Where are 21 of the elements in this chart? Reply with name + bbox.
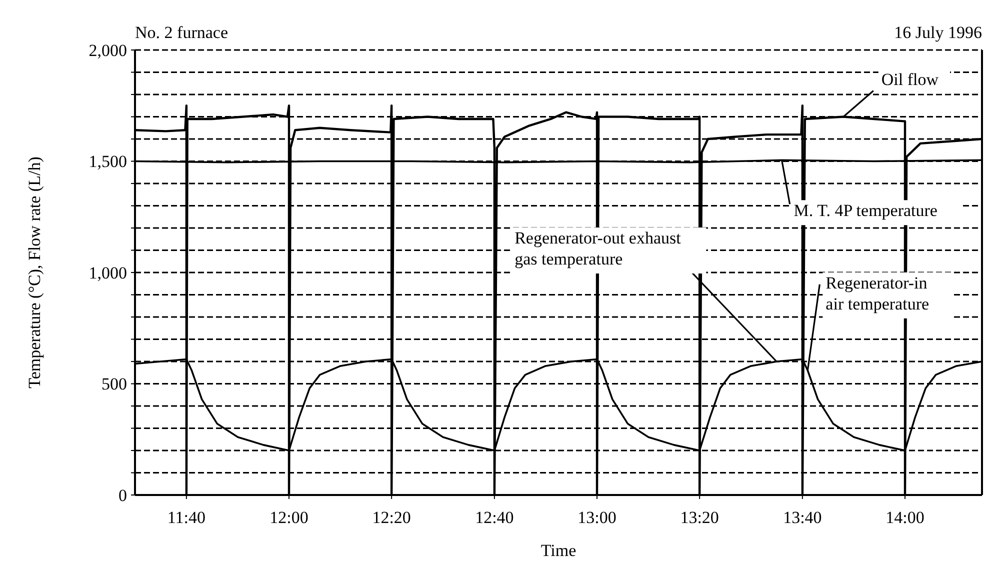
series-label: Oil flow xyxy=(881,70,940,89)
x-tick-label: 11:40 xyxy=(167,508,206,527)
x-tick-label: 12:40 xyxy=(475,508,514,527)
x-tick-label: 13:00 xyxy=(578,508,616,527)
y-tick-label: 500 xyxy=(102,374,127,394)
x-tick-label: 13:40 xyxy=(783,508,822,527)
y-tick-label: 1,500 xyxy=(88,152,127,172)
x-tick-label: 13:20 xyxy=(680,508,719,527)
x-axis-title: Time xyxy=(540,541,576,560)
x-tick-label: 12:00 xyxy=(270,508,308,527)
y-tick-label: 1,000 xyxy=(88,263,127,282)
x-tick-label: 12:20 xyxy=(372,508,411,527)
text: Regenerator-out exhaust gas temperature xyxy=(514,228,682,268)
x-tick-label: 14:00 xyxy=(886,508,924,527)
y-axis-title: Temperature (°C), Flow rate (L/h) xyxy=(25,156,44,388)
text: Regenerator-in air temperature xyxy=(826,273,930,314)
y-tick-label: 0 xyxy=(118,486,127,505)
text: M. T. 4P temperature xyxy=(794,201,938,220)
chart-subtitle: 16 July 1996 xyxy=(894,23,982,42)
y-tick-label: 2,000 xyxy=(88,40,127,60)
chart-title: No. 2 furnace xyxy=(135,23,228,42)
